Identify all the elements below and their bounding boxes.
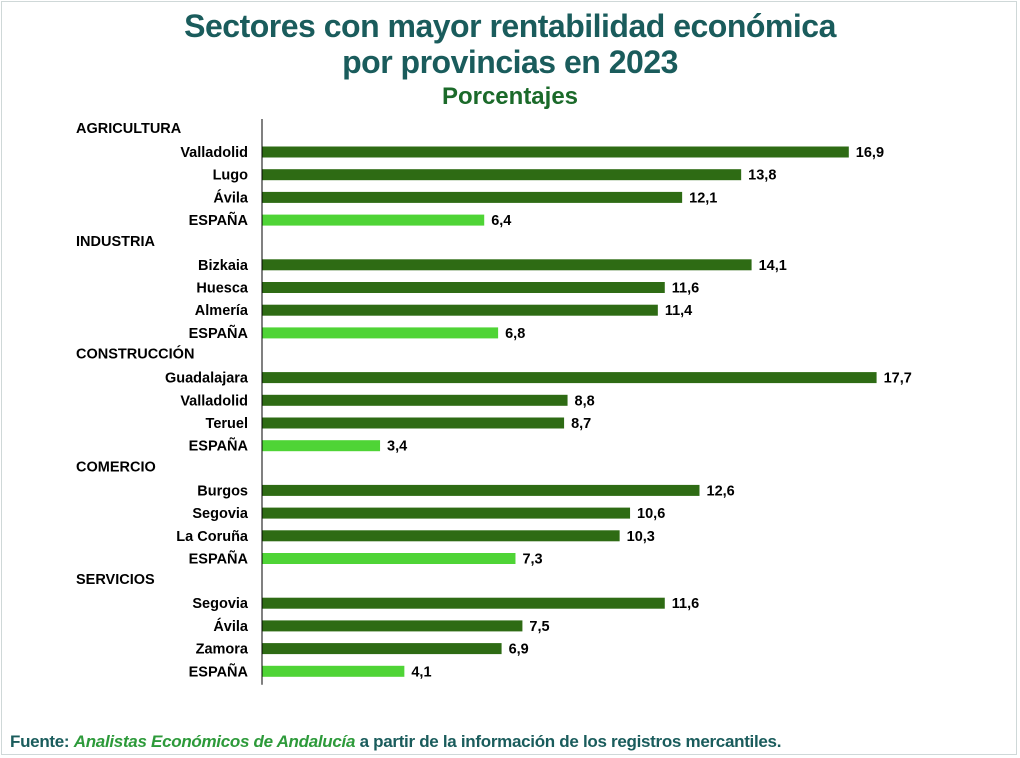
category-label: Guadalajara: [165, 371, 249, 387]
bar-spain: [262, 214, 485, 226]
value-label: 8,8: [575, 393, 595, 409]
value-label: 7,5: [529, 619, 549, 635]
bar-spain: [262, 665, 405, 677]
bar: [262, 259, 752, 271]
category-label: Lugo: [213, 168, 249, 184]
value-label: 3,4: [387, 439, 407, 455]
sector-label: COMERCIO: [76, 459, 156, 475]
value-label: 4,1: [411, 664, 431, 680]
value-label: 10,6: [637, 506, 665, 522]
source-label: Fuente:: [10, 732, 70, 751]
sector-label: CONSTRUCCIÓN: [76, 345, 194, 363]
category-label-spain: ESPAÑA: [189, 211, 249, 229]
sector-label: AGRICULTURA: [76, 121, 182, 137]
category-label: Segovia: [192, 506, 249, 522]
value-label: 6,9: [509, 642, 529, 658]
category-label: Bizkaia: [198, 258, 249, 274]
value-label: 11,6: [672, 281, 699, 297]
category-label: Ávila: [213, 618, 249, 635]
value-label: 13,8: [748, 168, 776, 184]
bar: [262, 191, 683, 203]
bar: [262, 530, 620, 542]
value-label: 17,7: [884, 371, 912, 387]
bar: [262, 304, 658, 316]
category-label: Burgos: [197, 483, 248, 499]
bar: [262, 597, 665, 609]
category-label: La Coruña: [176, 529, 249, 545]
sector-label: INDUSTRIA: [76, 234, 155, 250]
bar: [262, 282, 665, 293]
bar: [262, 507, 631, 519]
value-label: 14,1: [759, 258, 787, 274]
source-organization: Analistas Económicos de Andalucía: [73, 732, 356, 751]
bar: [262, 169, 742, 181]
value-label: 16,9: [856, 145, 884, 161]
value-label: 11,6: [672, 596, 699, 612]
category-label-spain: ESPAÑA: [189, 324, 249, 342]
category-label: Valladolid: [180, 145, 248, 161]
category-label-spain: ESPAÑA: [189, 550, 249, 568]
category-label-spain: ESPAÑA: [189, 662, 249, 680]
value-label: 8,7: [571, 416, 591, 432]
bar: [262, 372, 877, 384]
bar: [262, 417, 565, 429]
source-note: Fuente: Analistas Económicos de Andalucí…: [10, 732, 781, 752]
value-label: 10,3: [627, 529, 655, 545]
chart-title-line-1: Sectores con mayor rentabilidad económic…: [184, 8, 836, 44]
value-label: 12,6: [707, 483, 735, 499]
source-description: a partir de la información de los regist…: [359, 732, 782, 751]
value-label: 6,8: [505, 326, 525, 342]
category-label: Segovia: [192, 596, 249, 612]
bar: [262, 146, 849, 158]
chart-title-line-2: por provincias en 2023: [342, 44, 678, 80]
category-label: Almería: [195, 303, 249, 319]
bar: [262, 643, 502, 655]
value-label: 11,4: [665, 303, 692, 319]
bar: [262, 394, 568, 406]
sector-label: SERVICIOS: [76, 572, 155, 588]
value-label: 6,4: [491, 213, 511, 229]
category-label: Huesca: [196, 281, 249, 297]
bar-spain: [262, 327, 499, 339]
bar: [262, 484, 700, 496]
category-label: Valladolid: [180, 393, 248, 409]
bar-spain: [262, 553, 516, 564]
category-label-spain: ESPAÑA: [189, 437, 249, 455]
category-label: Ávila: [213, 189, 249, 206]
bar: [262, 620, 523, 632]
bar-spain: [262, 440, 381, 452]
value-label: 12,1: [689, 190, 717, 206]
value-label: 7,3: [522, 552, 542, 568]
chart-subtitle: Porcentajes: [441, 83, 579, 110]
category-label: Zamora: [196, 642, 249, 658]
category-label: Teruel: [206, 416, 248, 432]
